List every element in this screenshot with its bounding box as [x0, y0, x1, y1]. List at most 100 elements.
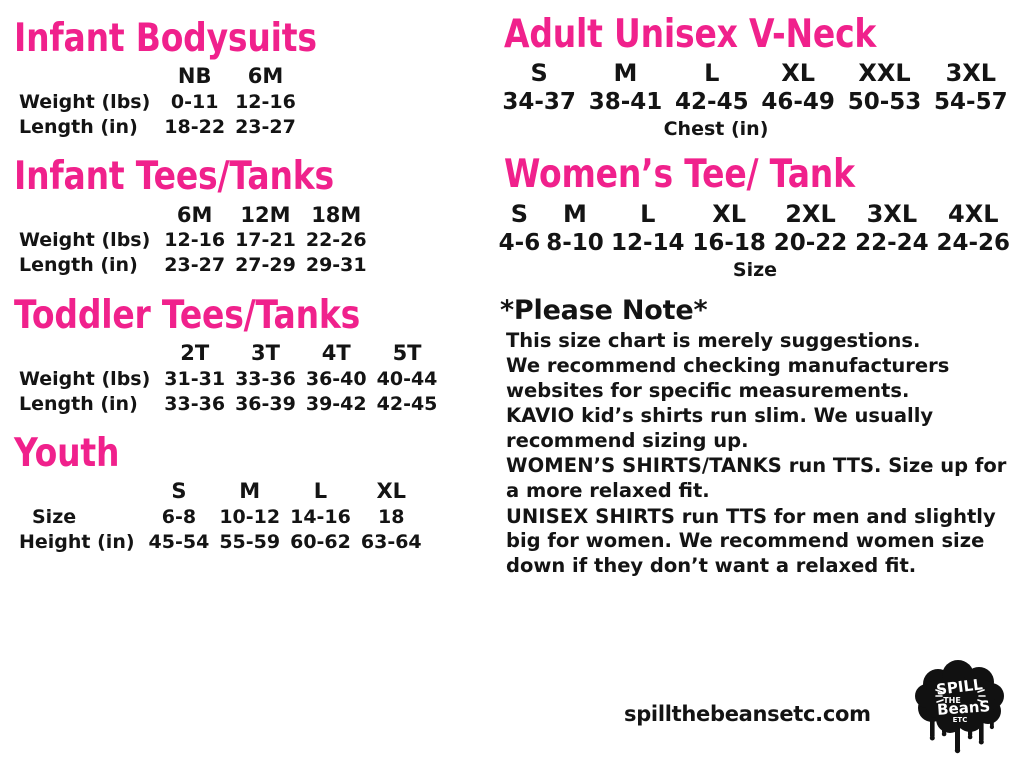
table-row: 34-37 38-41 42-45 46-49 50-53 54-57 [496, 89, 1014, 115]
section-adult-unisex-vneck: Adult Unisex V-Neck S M L XL XXL 3XL 34-… [496, 10, 1014, 141]
column-header: M [613, 59, 638, 88]
column-header: 6M [176, 202, 213, 227]
row-label: Height (in) [19, 531, 135, 554]
column-header: XXL [858, 59, 911, 88]
section-youth: Youth S M L XL Size 6-8 10-12 14-16 18 [14, 432, 486, 555]
section-title-infant-bodysuits: Infant Bodysuits [14, 14, 317, 61]
unit-label-chest: Chest (in) [663, 118, 769, 141]
column-header: 3XL [866, 199, 918, 228]
table-toddler-tees-tanks: 2T 3T 4T 5T Weight (lbs) 31-31 33-36 36-… [14, 340, 442, 417]
corner-cell [14, 478, 144, 505]
note-item: This size chart is merely suggestions. [506, 329, 1014, 354]
right-column: Adult Unisex V-Neck S M L XL XXL 3XL 34-… [486, 0, 1024, 768]
note-body: run TTS. Size up for a more relaxed fit. [506, 454, 1007, 502]
note-title: *Please Note* [500, 294, 708, 326]
column-header: 5T [392, 341, 422, 366]
note-body: We recommend checking manufacturers webs… [506, 354, 950, 402]
table-cell: 36-39 [235, 392, 296, 415]
column-header: 2T [180, 341, 210, 366]
table-header-row: NB 6M [14, 63, 301, 90]
row-label: Length (in) [19, 254, 138, 277]
column-header: 3XL [945, 59, 997, 88]
logo-line-3: BeanS [936, 697, 990, 719]
column-header: 12M [240, 202, 291, 227]
column-header: M [563, 199, 587, 228]
logo-line-4: ETC [953, 716, 968, 724]
table-cell: 12-14 [610, 229, 685, 256]
table-cell: 24-26 [936, 229, 1011, 256]
table-cell: 46-49 [761, 89, 835, 116]
column-header: 2XL [785, 199, 836, 228]
note-body: kid’s shirts run slim. We usually recomm… [506, 404, 934, 452]
section-toddler-tees-tanks: Toddler Tees/Tanks 2T 3T 4T 5T Weight (l… [14, 294, 486, 417]
column-header: 4T [321, 341, 351, 366]
table-cell: 22-24 [855, 229, 929, 256]
table-infant-tees-tanks: 6M 12M 18M Weight (lbs) 12-16 17-21 22-2… [14, 202, 372, 279]
table-cell: 17-21 [235, 229, 296, 252]
section-infant-tees-tanks: Infant Tees/Tanks 6M 12M 18M Weight (lbs… [14, 152, 486, 279]
row-label: Weight (lbs) [19, 90, 151, 113]
column-header: XL [376, 479, 407, 504]
note-lead: UNISEX SHIRTS [506, 504, 676, 528]
table-cell: 16-18 [692, 229, 766, 256]
table-cell: 10-12 [219, 505, 281, 528]
website-url[interactable]: spillthebeansetc.com [624, 702, 871, 726]
table-row: Weight (lbs) 31-31 33-36 36-40 40-44 [14, 367, 442, 392]
table-cell: 4-6 [498, 229, 541, 256]
table-youth: S M L XL Size 6-8 10-12 14-16 18 Height … [14, 478, 427, 555]
note-item: WOMEN’S SHIRTS/TANKS run TTS. Size up fo… [506, 454, 1014, 503]
corner-cell [14, 340, 159, 367]
section-infant-bodysuits: Infant Bodysuits NB 6M Weight (lbs) 0-11… [14, 14, 486, 140]
column-header: 18M [311, 202, 362, 227]
table-cell: 55-59 [219, 531, 281, 554]
note-body: This size chart is merely suggestions. [506, 328, 921, 352]
table-row: Length (in) 33-36 36-39 39-42 42-45 [14, 392, 442, 417]
table-cell: 45-54 [148, 531, 210, 554]
footer: spillthebeansetc.com [486, 650, 1024, 754]
unit-label-size: Size [732, 258, 778, 281]
note-lead: WOMEN’S SHIRTS/TANKS [506, 454, 782, 478]
column-header: 4XL [948, 199, 999, 228]
note-list: This size chart is merely suggestions. W… [506, 329, 1014, 579]
table-cell: 27-29 [235, 254, 296, 277]
table-row: 4-6 8-10 12-14 16-18 20-22 22-24 24-26 [496, 230, 1014, 256]
table-row: Weight (lbs) 0-11 12-16 [14, 90, 301, 115]
table-cell: 23-27 [164, 254, 226, 277]
table-cell: 33-36 [164, 392, 226, 415]
logo-line-1: SPILL [935, 675, 984, 699]
table-cell: 33-36 [235, 367, 296, 390]
section-title-adult-unisex-vneck: Adult Unisex V-Neck [504, 10, 877, 57]
table-cell: 14-16 [290, 505, 351, 528]
table-cell: 36-40 [305, 367, 367, 390]
column-header: S [530, 59, 548, 88]
table-row: Length (in) 23-27 27-29 29-31 [14, 253, 372, 278]
column-header: NB [177, 64, 212, 89]
table-cell: 31-31 [164, 367, 226, 390]
row-label: Size [32, 505, 77, 528]
row-label: Weight (lbs) [19, 229, 151, 252]
table-cell: 42-45 [376, 392, 438, 415]
table-cell: 12-16 [235, 90, 296, 113]
table-row: Size 6-8 10-12 14-16 18 [14, 505, 427, 530]
table-cell: 54-57 [934, 89, 1008, 116]
section-title-womens-tee-tank: Women’s Tee/ Tank [504, 150, 855, 197]
table-cell: 60-62 [290, 531, 351, 554]
corner-cell [14, 63, 159, 90]
row-label: Length (in) [19, 116, 138, 139]
note-item: We recommend checking manufacturers webs… [506, 354, 1014, 403]
table-cell: 42-45 [675, 89, 749, 116]
column-header: XL [781, 59, 816, 88]
table-cell: 20-22 [773, 229, 848, 256]
column-header: 6M [247, 64, 284, 89]
table-cell: 22-26 [305, 229, 367, 252]
table-header-row: S M L XL 2XL 3XL 4XL [496, 200, 1014, 230]
spill-the-beans-logo: SPILL THE BeanS ETC [908, 654, 1012, 758]
note-lead: KAVIO [506, 404, 575, 428]
section-title-infant-tees-tanks: Infant Tees/Tanks [14, 152, 334, 199]
column-header: 3T [251, 341, 280, 366]
table-cell: 29-31 [305, 254, 367, 277]
table-header-row: S M L XL XXL 3XL [496, 59, 1014, 89]
table-header-row: 6M 12M 18M [14, 202, 372, 229]
table-adult-unisex-vneck: S M L XL XXL 3XL 34-37 38-41 42-45 46-49… [496, 59, 1014, 115]
